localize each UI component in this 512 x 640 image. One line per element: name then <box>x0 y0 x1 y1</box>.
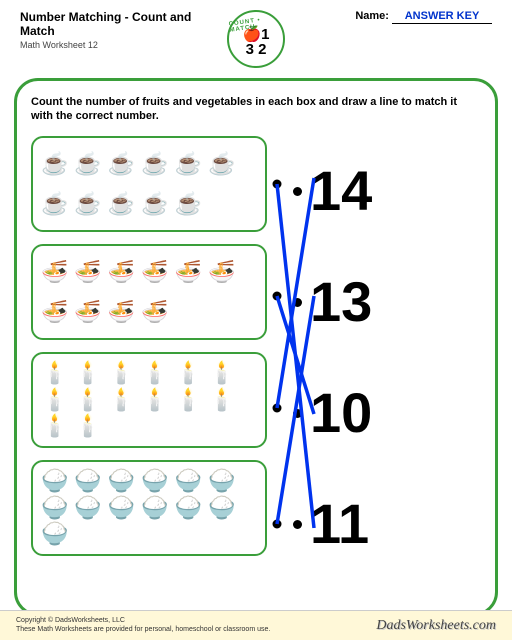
count-item: ☕ <box>108 193 135 215</box>
count-item: 🕯️ <box>175 362 202 384</box>
count-item: 🕯️ <box>175 389 202 411</box>
count-item: ☕ <box>74 153 101 175</box>
number-row: 11 <box>293 496 481 552</box>
badge-icons: 🍎13 2 <box>242 27 269 57</box>
count-box: 🍚 🍚 🍚 🍚 🍚 🍚 🍚 🍚 🍚 🍚 🍚 🍚 🍚 <box>31 460 267 556</box>
count-item: ☕ <box>141 193 168 215</box>
match-dot <box>293 187 302 196</box>
count-item: 🍜 <box>41 301 68 323</box>
name-block: Name: ANSWER KEY <box>295 10 492 24</box>
count-item: 🍜 <box>74 261 101 283</box>
count-item: 🍚 <box>41 523 68 545</box>
site-name: DadsWorksheets.com <box>376 618 496 634</box>
count-item: 🍚 <box>41 497 68 519</box>
count-item: ☕ <box>175 193 202 215</box>
count-item: 🕯️ <box>141 389 168 411</box>
number-column: 14 13 10 11 <box>273 136 481 580</box>
count-item: 🍜 <box>141 261 168 283</box>
worksheet-title: Number Matching - Count and Match <box>20 10 217 38</box>
count-item: ☕ <box>41 153 68 175</box>
target-number: 13 <box>310 274 372 330</box>
count-box: 🕯️ 🕯️ 🕯️ 🕯️ 🕯️ 🕯️ 🕯️ 🕯️ 🕯️ 🕯️ 🕯️ 🕯️ 🕯️ 🕯️ <box>31 352 267 448</box>
item-boxes: ☕☕☕☕☕☕☕☕☕☕☕🍜🍜🍜🍜🍜🍜🍜🍜🍜🍜🕯️🕯️🕯️🕯️🕯️🕯️🕯️🕯️🕯️🕯… <box>31 136 267 580</box>
title-block: Number Matching - Count and Match Math W… <box>20 10 217 50</box>
target-number: 14 <box>310 163 372 219</box>
count-item: 🕯️ <box>41 362 68 384</box>
count-item: ☕ <box>208 153 235 175</box>
worksheet-frame: Count the number of fruits and vegetable… <box>14 78 498 616</box>
copyright-block: Copyright © DadsWorksheets, LLC These Ma… <box>16 617 270 634</box>
count-item: ☕ <box>175 153 202 175</box>
match-dot <box>293 298 302 307</box>
count-item: ☕ <box>108 153 135 175</box>
count-item: 🍜 <box>41 261 68 283</box>
content-area: ☕☕☕☕☕☕☕☕☕☕☕🍜🍜🍜🍜🍜🍜🍜🍜🍜🍜🕯️🕯️🕯️🕯️🕯️🕯️🕯️🕯️🕯️🕯… <box>31 136 481 580</box>
count-item: 🍚 <box>108 497 135 519</box>
answer-key-label: ANSWER KEY <box>392 10 492 24</box>
count-item: 🍚 <box>141 470 168 492</box>
target-number: 11 <box>310 496 369 552</box>
name-label: Name: <box>355 10 389 22</box>
count-item: 🍚 <box>208 497 235 519</box>
count-item: ☕ <box>141 153 168 175</box>
footer: Copyright © DadsWorksheets, LLC These Ma… <box>0 610 512 640</box>
count-item: 🍚 <box>141 497 168 519</box>
count-item: 🍜 <box>108 261 135 283</box>
target-number: 10 <box>310 385 372 441</box>
count-item: 🕯️ <box>74 415 101 437</box>
count-item: 🕯️ <box>41 389 68 411</box>
worksheet-subtitle: Math Worksheet 12 <box>20 40 217 50</box>
count-item: 🍚 <box>175 497 202 519</box>
number-row: 10 <box>293 385 481 441</box>
header: Number Matching - Count and Match Math W… <box>0 0 512 74</box>
count-item: 🍚 <box>41 470 68 492</box>
footer-note: These Math Worksheets are provided for p… <box>16 626 270 634</box>
count-item: 🍜 <box>74 301 101 323</box>
count-item: 🕯️ <box>74 362 101 384</box>
count-item: 🍜 <box>175 261 202 283</box>
count-item: 🍜 <box>108 301 135 323</box>
match-dot <box>293 520 302 529</box>
number-row: 14 <box>293 163 481 219</box>
count-box: ☕ ☕ ☕ ☕ ☕ ☕ ☕ ☕ ☕ ☕ ☕ <box>31 136 267 232</box>
count-item: 🍜 <box>208 261 235 283</box>
count-item: 🕯️ <box>41 415 68 437</box>
number-row: 13 <box>293 274 481 330</box>
copyright-text: Copyright © DadsWorksheets, LLC <box>16 617 270 625</box>
count-item: 🕯️ <box>108 389 135 411</box>
count-item: ☕ <box>41 193 68 215</box>
count-item: 🕯️ <box>208 389 235 411</box>
count-item: 🕯️ <box>141 362 168 384</box>
count-item: 🍚 <box>74 497 101 519</box>
count-item: 🍚 <box>74 470 101 492</box>
count-item: 🍚 <box>175 470 202 492</box>
count-item: 🕯️ <box>74 389 101 411</box>
count-item: 🕯️ <box>108 362 135 384</box>
count-item: 🍚 <box>208 470 235 492</box>
match-dot <box>293 409 302 418</box>
count-item: 🍚 <box>108 470 135 492</box>
count-item: 🍜 <box>141 301 168 323</box>
instruction-text: Count the number of fruits and vegetable… <box>31 95 481 124</box>
count-item: 🕯️ <box>208 362 235 384</box>
logo-badge: COUNT • MATCH 🍎13 2 <box>227 10 285 68</box>
count-item: ☕ <box>74 193 101 215</box>
count-box: 🍜 🍜 🍜 🍜 🍜 🍜 🍜 🍜 🍜 🍜 <box>31 244 267 340</box>
